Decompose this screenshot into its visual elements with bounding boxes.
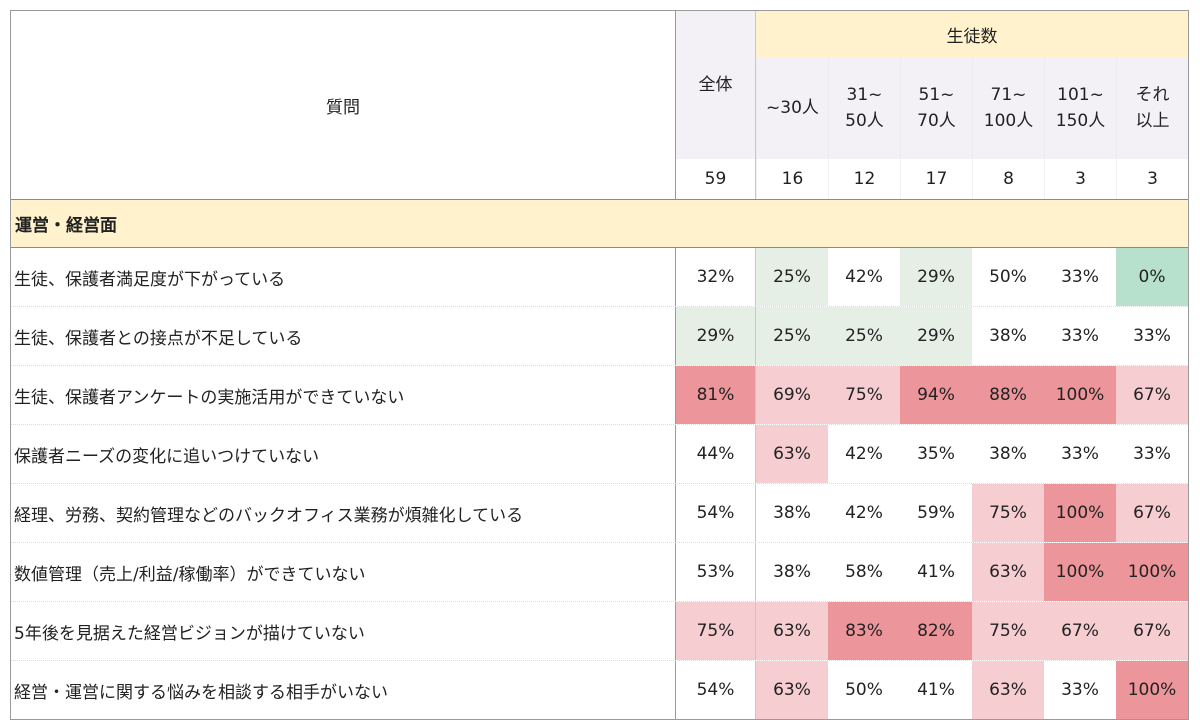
value-cell: 67% <box>1044 602 1116 660</box>
value-cell: 50% <box>972 248 1044 306</box>
value-cell: 100% <box>1044 543 1116 601</box>
group-title: 生徒数 <box>756 11 1188 57</box>
table-row: 生徒、保護者との接点が不足している 29% 25% 25% 29% 38% 33% 33% <box>11 307 1188 366</box>
student-count-group-header: 生徒数 ~30人 31~ 50人 51~ 70人 71~ 100人 101~ 1… <box>756 11 1188 199</box>
value-cell: 63% <box>756 661 828 719</box>
group-label: 51~ 70人 <box>900 57 972 159</box>
value-cell: 33% <box>1044 307 1116 365</box>
value-cell: 29% <box>900 248 972 306</box>
value-cell: 58% <box>828 543 900 601</box>
group-label: 31~ 50人 <box>828 57 900 159</box>
value-cell: 59% <box>900 484 972 542</box>
value-cell: 63% <box>756 602 828 660</box>
table-row: 数値管理（売上/利益/稼働率）ができていない 53% 38% 58% 41% 63% 100… <box>11 543 1188 602</box>
total-value-cell: 75% <box>675 602 756 660</box>
group-label: 71~ 100人 <box>972 57 1044 159</box>
value-cell: 75% <box>828 366 900 424</box>
value-cell: 100% <box>1044 484 1116 542</box>
table-row: 5年後を見据えた経営ビジョンが描けていない 75% 63% 83% 82% 75% 67% 6… <box>11 602 1188 661</box>
question-text: 保護者ニーズの変化に追いつけていない <box>14 446 320 467</box>
total-label: 全体 <box>676 11 755 159</box>
total-value-cell: 29% <box>675 307 756 365</box>
value-cell: 63% <box>972 543 1044 601</box>
value-cell: 38% <box>972 307 1044 365</box>
table-row: 保護者ニーズの変化に追いつけていない 44% 63% 42% 35% 38% 33% 33% <box>11 425 1188 484</box>
total-value-cell: 53% <box>675 543 756 601</box>
total-column-header: 全体 59 <box>675 11 756 199</box>
survey-table: 質問 全体 59 生徒数 ~30人 31~ 50人 51~ 70人 71~ 10… <box>10 10 1189 720</box>
value-cell: 25% <box>756 307 828 365</box>
group-count: 3 <box>1116 159 1188 199</box>
value-cell: 33% <box>1116 307 1188 365</box>
value-cell: 82% <box>900 602 972 660</box>
table-row: 生徒、保護者アンケートの実施活用ができていない 81% 69% 75% 94% 88% 10… <box>11 366 1188 425</box>
group-label: 101~ 150人 <box>1044 57 1116 159</box>
total-value-cell: 44% <box>675 425 756 483</box>
value-cell: 33% <box>1044 661 1116 719</box>
total-value-cell: 54% <box>675 661 756 719</box>
table-row: 生徒、保護者満足度が下がっている 32% 25% 42% 29% 50% 33% 0% <box>11 248 1188 307</box>
value-cell: 63% <box>756 425 828 483</box>
question-text: 生徒、保護者アンケートの実施活用ができていない <box>14 387 405 408</box>
value-cell: 42% <box>828 425 900 483</box>
value-cell: 25% <box>756 248 828 306</box>
group-count: 3 <box>1044 159 1116 199</box>
question-text: 経理、労務、契約管理などのバックオフィス業務が煩雑化している <box>14 505 524 526</box>
table-row: 経営・運営に関する悩みを相談する相手がいない 54% 63% 50% 41% 63% 33%… <box>11 661 1188 719</box>
table-row: 経理、労務、契約管理などのバックオフィス業務が煩雑化している 54% 38% 42% 5… <box>11 484 1188 543</box>
group-count: 17 <box>900 159 972 199</box>
value-cell: 29% <box>900 307 972 365</box>
value-cell: 41% <box>900 543 972 601</box>
value-cell: 25% <box>828 307 900 365</box>
group-count: 12 <box>828 159 900 199</box>
value-cell: 35% <box>900 425 972 483</box>
value-cell: 88% <box>972 366 1044 424</box>
value-cell: 33% <box>1044 425 1116 483</box>
question-text: 生徒、保護者満足度が下がっている <box>14 269 286 290</box>
value-cell: 41% <box>900 661 972 719</box>
value-cell: 69% <box>756 366 828 424</box>
value-cell: 42% <box>828 248 900 306</box>
value-cell: 33% <box>1044 248 1116 306</box>
group-count: 8 <box>972 159 1044 199</box>
value-cell: 42% <box>828 484 900 542</box>
table-header: 質問 全体 59 生徒数 ~30人 31~ 50人 51~ 70人 71~ 10… <box>11 11 1188 200</box>
group-labels: ~30人 31~ 50人 51~ 70人 71~ 100人 101~ 150人 … <box>756 57 1188 159</box>
value-cell: 33% <box>1116 425 1188 483</box>
total-value-cell: 54% <box>675 484 756 542</box>
question-text: 経営・運営に関する悩みを相談する相手がいない <box>14 682 388 703</box>
question-text: 5年後を見据えた経営ビジョンが描けていない <box>14 623 365 644</box>
question-text: 生徒、保護者との接点が不足している <box>14 328 303 349</box>
question-header: 質問 <box>326 97 360 118</box>
group-count: 16 <box>756 159 828 199</box>
value-cell: 38% <box>972 425 1044 483</box>
group-counts: 16 12 17 8 3 3 <box>756 159 1188 199</box>
value-cell: 100% <box>1044 366 1116 424</box>
group-label: それ 以上 <box>1116 57 1188 159</box>
section-header: 運営・経営面 <box>11 200 1188 248</box>
value-cell: 100% <box>1116 661 1188 719</box>
value-cell: 100% <box>1116 543 1188 601</box>
value-cell: 94% <box>900 366 972 424</box>
value-cell: 67% <box>1116 484 1188 542</box>
value-cell: 67% <box>1116 366 1188 424</box>
total-count: 59 <box>704 169 727 189</box>
group-label: ~30人 <box>756 57 828 159</box>
total-value-cell: 32% <box>675 248 756 306</box>
value-cell: 67% <box>1116 602 1188 660</box>
total-value-cell: 81% <box>675 366 756 424</box>
value-cell: 38% <box>756 543 828 601</box>
value-cell: 63% <box>972 661 1044 719</box>
value-cell: 50% <box>828 661 900 719</box>
value-cell: 38% <box>756 484 828 542</box>
value-cell: 75% <box>972 484 1044 542</box>
value-cell: 75% <box>972 602 1044 660</box>
value-cell: 0% <box>1116 248 1188 306</box>
question-text: 数値管理（売上/利益/稼働率）ができていない <box>14 564 366 585</box>
table-body: 生徒、保護者満足度が下がっている 32% 25% 42% 29% 50% 33% 0% 生徒、保… <box>11 248 1188 719</box>
value-cell: 83% <box>828 602 900 660</box>
